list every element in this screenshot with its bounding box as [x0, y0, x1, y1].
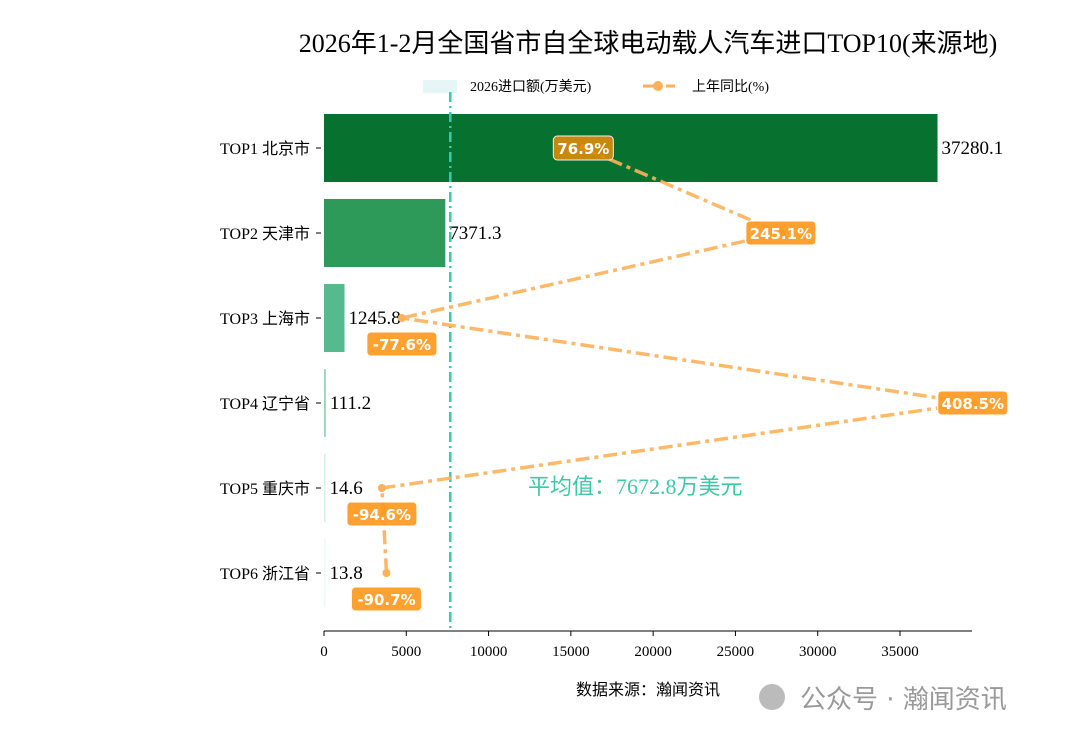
watermark-text: 公众号 · 瀚闻资讯: [800, 685, 1007, 715]
yoy-marker: [377, 484, 386, 492]
bar-value-label: 7371.3: [449, 223, 501, 244]
bar-value-label: 13.8: [330, 563, 363, 584]
x-tick-label: 30000: [799, 644, 837, 660]
yoy-label: 76.9%: [557, 140, 609, 158]
watermark: 公众号 · 瀚闻资讯: [759, 684, 1007, 715]
bar: [324, 369, 326, 437]
legend-bar-label: 2026进口额(万美元): [470, 79, 592, 95]
x-tick-label: 20000: [634, 644, 672, 660]
yoy-label-box: [346, 501, 418, 527]
x-tick-label: 5000: [391, 644, 421, 660]
legend-line-label: 上年同比(%): [692, 79, 769, 95]
x-tick-label: 0: [320, 644, 328, 660]
chart-title: 2026年1-2月全国省市自全球电动载人汽车进口TOP10(来源地): [299, 29, 998, 58]
bar-value-label: 111.2: [330, 393, 371, 414]
bar: [324, 539, 326, 607]
yoy-marker: [397, 314, 406, 322]
bar: [324, 199, 446, 267]
mean-label: 平均值：7672.8万美元: [528, 474, 743, 499]
y-tick-label: TOP3 上海市: [220, 310, 310, 328]
yoy-label-box: [937, 390, 1009, 416]
yoy-label-box: [366, 331, 438, 357]
legend: 2026进口额(万美元) 上年同比(%): [423, 79, 769, 95]
bar-value-label: 1245.8: [349, 308, 401, 329]
legend-line-marker: [653, 81, 663, 91]
bar: [324, 454, 326, 522]
yoy-line: [380, 146, 974, 574]
yoy-label: 245.1%: [750, 225, 812, 243]
bar: [324, 114, 938, 182]
yoy-label-box: [552, 135, 614, 161]
y-tick-label: TOP1 北京市: [220, 140, 310, 158]
y-tick-label: TOP4 辽宁省: [220, 395, 310, 413]
yoy-label: -77.6%: [373, 336, 431, 354]
y-tick-label: TOP6 浙江省: [220, 565, 310, 583]
yoy-marker: [382, 569, 391, 577]
x-tick-label: 35000: [881, 644, 919, 660]
bar-value-label: 14.6: [330, 478, 363, 499]
yoy-label: 408.5%: [942, 395, 1004, 413]
yoy-label: -94.6%: [353, 506, 411, 524]
yoy-label: -90.7%: [357, 591, 415, 609]
bar: [324, 284, 345, 352]
yoy-label-box: [745, 220, 817, 246]
legend-bar-swatch: [423, 80, 457, 93]
yoy-label-box: [350, 586, 422, 612]
y-tick-label: TOP2 天津市: [220, 225, 310, 243]
x-tick-label: 25000: [717, 644, 755, 660]
wechat-icon: [759, 684, 785, 710]
x-axis-label: 数据来源：瀚闻资讯: [576, 681, 720, 699]
x-tick-label: 15000: [552, 644, 590, 660]
x-tick-label: 10000: [470, 644, 508, 660]
y-tick-label: TOP5 重庆市: [220, 480, 310, 498]
bar-value-label: 37280.1: [942, 138, 1004, 159]
